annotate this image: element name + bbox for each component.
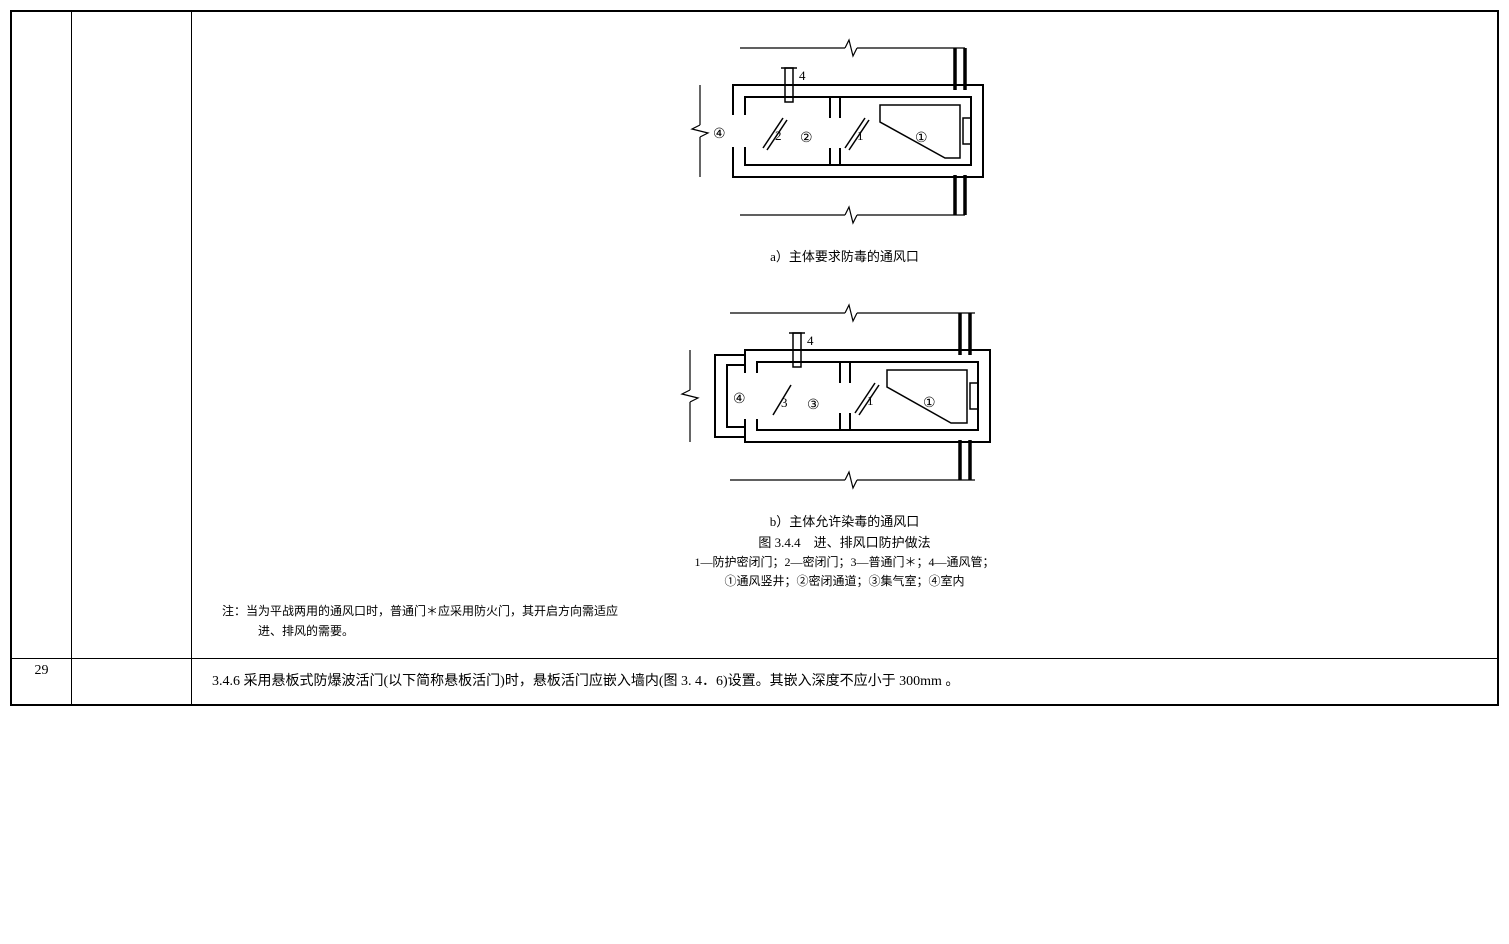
row2-num: 29 [35, 663, 49, 678]
figa-caption: a）主体要求防毒的通风口 [212, 246, 1477, 265]
figure-b-diagram: 4 ④ 3 ③ 1 ① [655, 295, 1035, 505]
figure-a-block: 4 ④ 2 ② 1 ① a）主体要求防毒的通风口 [212, 30, 1477, 265]
row1-blank-cell [72, 12, 192, 659]
figb-label-1: 1 [867, 393, 874, 408]
row2-num-cell: 29 [12, 658, 72, 704]
row1-num-cell [12, 12, 72, 659]
table-row: 4 ④ 2 ② 1 ① a）主体要求防毒的通风口 [12, 12, 1498, 659]
figure-a-diagram: 4 ④ 2 ② 1 ① [665, 30, 1025, 240]
note-line-2: 进、排风的需要。 [222, 621, 354, 641]
figb-label-c1: ① [923, 396, 936, 411]
page-frame: 4 ④ 2 ② 1 ① a）主体要求防毒的通风口 [10, 10, 1499, 706]
table-row: 29 3.4.6 采用悬板式防爆波活门(以下简称悬板活门)时，悬板活门应嵌入墙内… [12, 658, 1498, 704]
figb-label-c4: ④ [733, 392, 746, 407]
legend-line-2: ①通风竖井；②密闭通道；③集气室；④室内 [212, 572, 1477, 589]
note-line-1: 当为平战两用的通风口时，普通门＊应采用防火门，其开启方向需适应 [246, 604, 618, 618]
figa-label-c4: ④ [713, 127, 726, 142]
figa-label-c1: ① [915, 131, 928, 146]
row1-content-cell: 4 ④ 2 ② 1 ① a）主体要求防毒的通风口 [192, 12, 1498, 659]
figb-label-3: 3 [781, 395, 788, 410]
figa-label-4: 4 [799, 68, 806, 83]
figure-b-block: 4 ④ 3 ③ 1 ① b）主体允许染毒的通风口 图 3.4.4 进、排风口防护… [212, 295, 1477, 589]
figb-caption: b）主体允许染毒的通风口 [212, 511, 1477, 530]
figure-title: 图 3.4.4 进、排风口防护做法 [212, 532, 1477, 551]
row2-content-cell: 3.4.6 采用悬板式防爆波活门(以下简称悬板活门)时，悬板活门应嵌入墙内(图 … [192, 658, 1498, 704]
note-block: 注：当为平战两用的通风口时，普通门＊应采用防火门，其开启方向需适应 进、排风的需… [222, 601, 1477, 642]
figb-label-4: 4 [807, 333, 814, 348]
legend-line-1: 1—防护密闭门；2—密闭门；3—普通门＊；4—通风管； [212, 553, 1477, 570]
row2-blank-cell [72, 658, 192, 704]
figb-label-c3: ③ [807, 398, 820, 413]
note-label: 注： [222, 604, 246, 618]
figa-label-c2: ② [800, 131, 813, 146]
clause-3-4-6: 3.4.6 采用悬板式防爆波活门(以下简称悬板活门)时，悬板活门应嵌入墙内(图 … [212, 669, 1477, 694]
figa-label-1: 1 [857, 128, 864, 143]
figa-label-2: 2 [775, 128, 782, 143]
document-table: 4 ④ 2 ② 1 ① a）主体要求防毒的通风口 [11, 11, 1498, 705]
